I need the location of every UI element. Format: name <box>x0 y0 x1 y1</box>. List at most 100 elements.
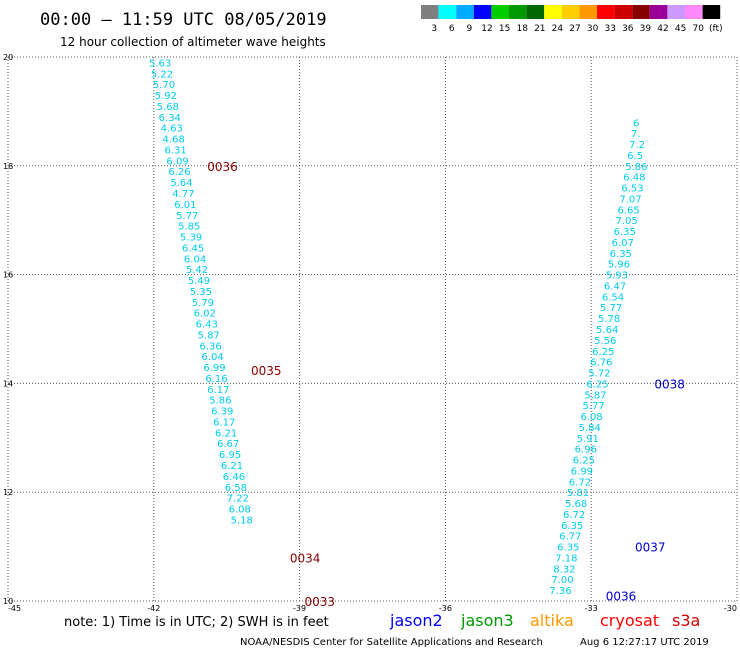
swh-value: 6.02 <box>194 309 216 320</box>
swh-value: 5.86 <box>625 162 647 173</box>
swh-value: 6.99 <box>203 363 225 374</box>
swh-value: 6.67 <box>217 439 239 450</box>
swh-value: 5.35 <box>190 287 212 298</box>
swh-value: 6.47 <box>604 281 626 292</box>
swh-value: 6.36 <box>199 341 221 352</box>
swh-value: 6.46 <box>223 472 245 483</box>
swh-value: 7. <box>631 129 641 140</box>
swh-value: 6.35 <box>614 227 636 238</box>
swh-value: 6.35 <box>561 521 583 532</box>
pass-label: 0038 <box>654 377 685 391</box>
swh-value: 6.08 <box>581 412 603 423</box>
satellite-jason3: jason3 <box>460 611 514 630</box>
swh-value: 6.21 <box>221 461 243 472</box>
legend-label: 15 <box>499 24 510 34</box>
y-tick-label: 12 <box>3 488 13 497</box>
swh-value: 5.86 <box>209 396 231 407</box>
swh-value: 5.39 <box>180 233 202 244</box>
y-axis-ticks: 10 12 14 16 18 20 <box>3 53 13 606</box>
swh-value: 5.72 <box>588 369 610 380</box>
swh-value: 5.22 <box>151 69 173 80</box>
legend-swatch <box>509 5 527 19</box>
swh-value: 5.70 <box>153 80 175 91</box>
swh-value: 6.99 <box>571 466 593 477</box>
swh-value: 6.16 <box>205 374 227 385</box>
swh-value: 8.32 <box>553 564 575 575</box>
pass-label: 0037 <box>635 541 666 555</box>
swh-value: 6.31 <box>164 145 186 156</box>
legend-swatch <box>632 5 650 19</box>
grid-lines <box>7 56 738 602</box>
y-tick-label: 20 <box>3 53 13 62</box>
satellite-s3a: s3a <box>672 611 700 630</box>
legend-swatch <box>526 5 545 19</box>
legend-swatch <box>421 5 439 19</box>
pass-label: 0033 <box>304 595 335 609</box>
y-tick-label: 14 <box>3 379 13 388</box>
swh-value: 6.72 <box>563 510 585 521</box>
color-scale-legend: 3 6 9 12 15 18 21 24 27 30 33 36 39 42 45 70 (ft) <box>421 5 723 34</box>
satellite-legend: jason2 jason3 altika cryosat s3a <box>389 611 700 630</box>
pass-label: 0035 <box>251 364 282 378</box>
legend-label: (ft) <box>709 24 723 34</box>
swh-value: 6.21 <box>215 428 237 439</box>
y-tick-label: 10 <box>3 597 13 606</box>
legend-label: 21 <box>534 24 545 34</box>
x-tick-label: -42 <box>147 604 160 613</box>
swh-value: 6 <box>633 118 639 129</box>
legend-swatch <box>544 5 562 19</box>
x-tick-label: -30 <box>724 604 737 613</box>
swh-value: 6.07 <box>612 238 634 249</box>
swh-value: 5.81 <box>567 488 589 499</box>
legend-label: 36 <box>622 24 634 34</box>
swh-value: 6.34 <box>159 113 181 124</box>
swh-value: 6.17 <box>207 385 229 396</box>
swh-value: 6.45 <box>182 243 204 254</box>
swh-value: 6.09 <box>166 156 188 167</box>
swh-value: 6.35 <box>557 543 579 554</box>
swh-value: 5.77 <box>176 211 198 222</box>
legend-swatch <box>597 5 615 19</box>
swh-value: 4.68 <box>163 135 185 146</box>
satellite-altika: altika <box>530 611 574 630</box>
swh-value: 6.95 <box>219 450 241 461</box>
legend-swatch <box>614 5 633 19</box>
legend-swatch <box>667 5 685 19</box>
x-tick-label: -45 <box>8 604 21 613</box>
swh-value: 6.26 <box>168 167 190 178</box>
swh-value: 5.91 <box>577 434 599 445</box>
legend-label: 42 <box>657 24 668 34</box>
legend-label: 24 <box>552 24 564 34</box>
swh-value: 6.54 <box>602 292 624 303</box>
wave-height-values: 5.635.225.705.925.686.344.634.686.316.09… <box>149 58 648 597</box>
x-tick-label: -33 <box>585 604 598 613</box>
pass-label: 0034 <box>290 551 321 565</box>
chart-title: 00:00 – 11:59 UTC 08/05/2019 <box>40 10 327 30</box>
swh-value: 5.64 <box>170 178 192 189</box>
legend-swatch <box>649 5 668 19</box>
x-axis-ticks: -45 -42 -39 -36 -33 -30 <box>8 604 737 613</box>
pass-label: 0036 <box>207 160 238 174</box>
swh-value: 6.76 <box>590 358 612 369</box>
swh-value: 6.25 <box>592 347 614 358</box>
swh-value: 6.5 <box>627 151 643 162</box>
swh-value: 6.04 <box>184 254 206 265</box>
legend-label: 9 <box>467 24 473 34</box>
swh-value: 7.18 <box>555 553 577 564</box>
legend-label: 3 <box>431 24 437 34</box>
swh-value: 4.63 <box>161 124 183 135</box>
swh-value: 7.05 <box>616 216 638 227</box>
x-tick-label: -36 <box>439 604 452 613</box>
plot-area: -45 -42 -39 -36 -33 -30 10 12 14 16 18 20 5.635.22… <box>3 53 738 613</box>
swh-value: 5.96 <box>608 260 630 271</box>
legend-swatch <box>491 5 509 19</box>
swh-value: 4.77 <box>172 189 194 200</box>
swh-value: 6.39 <box>211 407 233 418</box>
swh-value: 5.78 <box>598 314 620 325</box>
swh-value: 5.77 <box>582 401 604 412</box>
legend-label: 45 <box>675 24 686 34</box>
swh-value: 5.87 <box>198 330 220 341</box>
swh-value: 7.2 <box>629 140 645 151</box>
swh-value: 6.72 <box>569 477 591 488</box>
swh-value: 6.58 <box>225 483 247 494</box>
